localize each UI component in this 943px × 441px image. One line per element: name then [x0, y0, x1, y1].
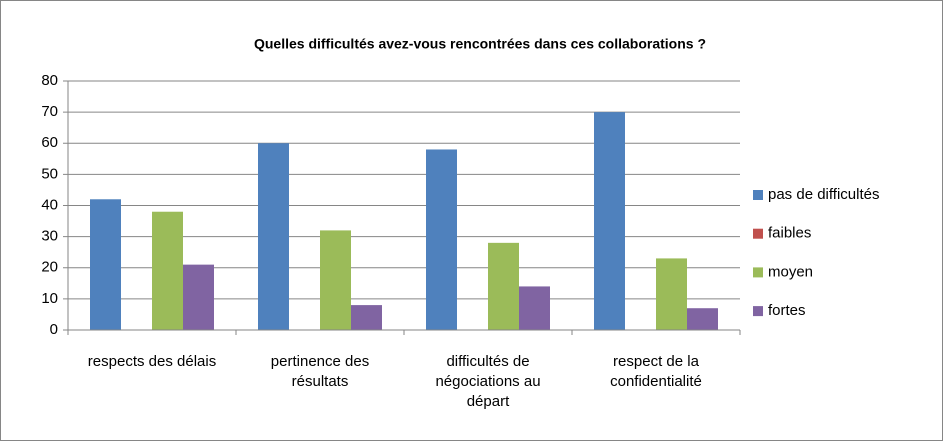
bar	[426, 149, 457, 330]
legend-label: faibles	[768, 225, 811, 242]
bar	[687, 308, 718, 330]
legend-swatch	[753, 306, 763, 317]
bar	[488, 242, 519, 330]
x-tick-label: respect de la confidentialité	[610, 353, 702, 390]
x-tick-label: difficultés de négociations au départ	[435, 353, 541, 410]
x-tick-label: pertinence des résultats	[270, 353, 370, 390]
legend-label: fortes	[768, 302, 806, 319]
y-tick-label: 20	[41, 259, 58, 276]
y-tick-label: 50	[41, 165, 58, 182]
y-tick-label: 70	[41, 103, 58, 120]
legend-label: moyen	[768, 263, 813, 280]
y-tick-label: 80	[41, 72, 58, 89]
y-tick-label: 10	[41, 290, 58, 307]
bar	[90, 199, 121, 330]
bar	[320, 230, 351, 330]
bar	[656, 258, 687, 330]
y-tick-label: 40	[41, 196, 58, 213]
legend-label: pas de difficultés	[768, 186, 879, 203]
legend-swatch	[753, 190, 763, 200]
y-tick-label: 30	[41, 228, 58, 245]
x-tick-label: respects des délais	[87, 353, 217, 370]
y-tick-label: 0	[50, 321, 58, 338]
legend-swatch	[753, 267, 763, 278]
chart-title: Quelles difficultés avez-vous rencontrée…	[254, 36, 706, 52]
bar	[519, 286, 550, 330]
bar	[152, 211, 183, 330]
legend-swatch	[753, 228, 763, 239]
y-tick-label: 60	[41, 134, 58, 151]
bar	[183, 264, 214, 330]
bar	[258, 143, 289, 330]
bar	[594, 112, 625, 330]
bar	[351, 305, 382, 330]
